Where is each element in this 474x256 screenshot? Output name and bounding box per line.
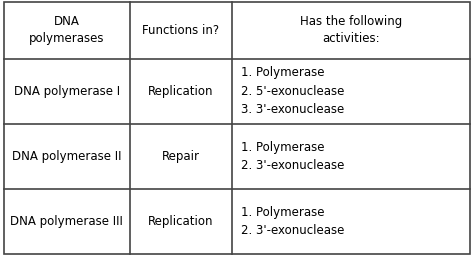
Text: Replication: Replication [148, 85, 214, 98]
Text: DNA polymerase III: DNA polymerase III [10, 215, 123, 228]
Text: Repair: Repair [162, 150, 200, 163]
Text: DNA
polymerases: DNA polymerases [29, 15, 104, 45]
Text: 1. Polymerase
2. 3'-exonuclease: 1. Polymerase 2. 3'-exonuclease [241, 206, 344, 237]
Text: Functions in?: Functions in? [143, 24, 219, 37]
Text: DNA polymerase II: DNA polymerase II [12, 150, 121, 163]
Text: Has the following
activities:: Has the following activities: [300, 15, 402, 45]
Text: Replication: Replication [148, 215, 214, 228]
Text: 1. Polymerase
2. 5'-exonuclease
3. 3'-exonuclease: 1. Polymerase 2. 5'-exonuclease 3. 3'-ex… [241, 66, 344, 116]
Text: 1. Polymerase
2. 3'-exonuclease: 1. Polymerase 2. 3'-exonuclease [241, 141, 344, 172]
Text: DNA polymerase I: DNA polymerase I [14, 85, 120, 98]
